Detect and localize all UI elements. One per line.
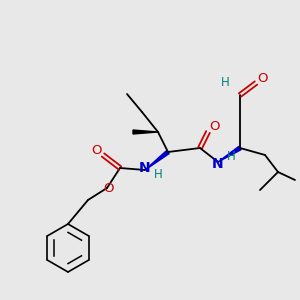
- Text: O: O: [103, 182, 113, 194]
- Text: N: N: [139, 161, 151, 175]
- Text: H: H: [154, 169, 162, 182]
- Polygon shape: [133, 130, 158, 134]
- Text: O: O: [91, 143, 101, 157]
- Text: O: O: [258, 71, 268, 85]
- Text: O: O: [210, 121, 220, 134]
- Text: N: N: [212, 157, 224, 171]
- Text: H: H: [220, 76, 230, 88]
- Polygon shape: [218, 146, 241, 162]
- Polygon shape: [145, 150, 169, 170]
- Text: H: H: [226, 151, 236, 164]
